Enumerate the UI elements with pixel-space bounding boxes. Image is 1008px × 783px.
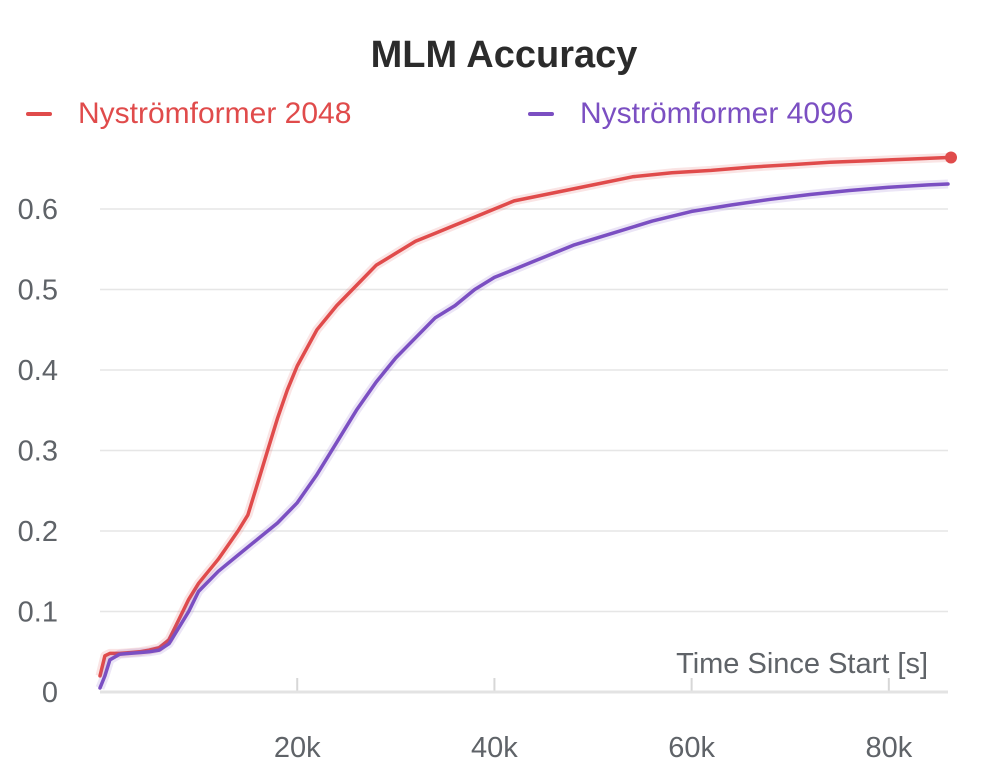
y-tick-label: 0.1	[18, 597, 58, 629]
y-tick-label: 0.3	[18, 436, 58, 468]
y-tick-label: 0.4	[18, 355, 58, 387]
x-tick-label: 20k	[274, 732, 321, 764]
legend-item-series-1[interactable]: Nyströmformer 2048	[26, 97, 351, 131]
legend-swatch-series-2	[528, 112, 554, 116]
series-line-1[interactable]	[98, 155, 950, 678]
legend-swatch-series-1	[26, 112, 52, 116]
x-axis-title: Time Since Start [s]	[676, 648, 928, 680]
y-tick-label: 0.2	[18, 516, 58, 548]
x-axis-ticks: 20k 40k 60k 80k	[274, 678, 913, 764]
series-line-2[interactable]	[98, 182, 950, 690]
y-axis-ticks: 0 0.1 0.2 0.3 0.4 0.5 0.6	[18, 194, 58, 709]
legend-label-series-1: Nyströmformer 2048	[78, 97, 352, 130]
chart-title: MLM Accuracy	[370, 34, 638, 76]
y-tick-label: 0	[42, 677, 58, 709]
legend-item-series-2[interactable]: Nyströmformer 4096	[528, 97, 853, 131]
x-tick-label: 40k	[471, 732, 518, 764]
legend-label-series-2: Nyströmformer 4096	[580, 97, 854, 130]
series-lines	[95, 151, 957, 690]
series-halo-2	[95, 179, 949, 690]
series-endpoint-marker[interactable]	[945, 151, 957, 164]
x-tick-label: 80k	[865, 732, 912, 764]
gridlines	[100, 208, 948, 613]
y-tick-label: 0.6	[18, 194, 58, 226]
x-tick-label: 60k	[668, 732, 715, 764]
y-tick-label: 0.5	[18, 275, 58, 307]
series-halo-1	[95, 153, 949, 677]
